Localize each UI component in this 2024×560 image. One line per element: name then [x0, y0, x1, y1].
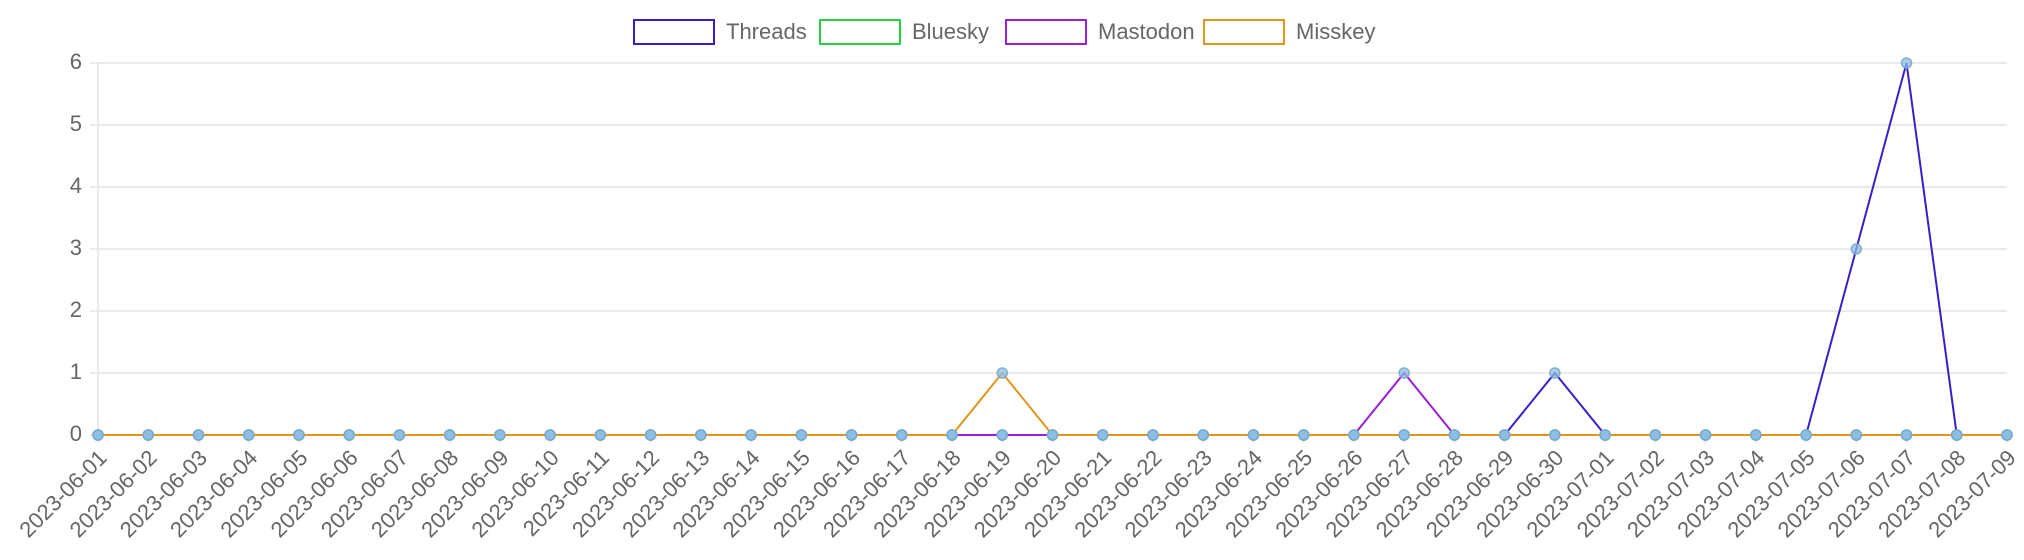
data-point	[1247, 429, 1260, 441]
data-point	[293, 429, 305, 441]
data-point	[1197, 429, 1209, 441]
data-point	[1498, 429, 1511, 441]
data-point	[594, 429, 607, 441]
data-point	[996, 367, 1009, 379]
data-point	[1398, 367, 1410, 379]
data-point	[1348, 429, 1360, 441]
y-tick-label: 2	[70, 297, 82, 322]
y-tick-label: 6	[70, 49, 82, 74]
data-point	[1599, 429, 1611, 441]
data-point	[795, 429, 808, 441]
data-point	[1297, 429, 1310, 441]
legend-swatch[interactable]	[1203, 19, 1285, 45]
data-point	[393, 429, 406, 441]
legend-label: Threads	[726, 19, 807, 44]
data-point	[845, 429, 858, 441]
data-point	[2001, 429, 2013, 441]
data-point	[695, 429, 707, 441]
data-point	[242, 429, 255, 441]
legend-swatch[interactable]	[1005, 19, 1087, 45]
data-point	[192, 429, 205, 441]
y-tick-label: 1	[70, 359, 82, 384]
data-point	[1549, 367, 1561, 379]
data-point	[1900, 57, 1913, 69]
data-point	[1549, 429, 1561, 441]
data-point	[1900, 429, 1913, 441]
y-tick-label: 3	[70, 235, 82, 260]
data-point	[745, 429, 757, 441]
data-point	[1147, 429, 1159, 441]
data-point	[946, 429, 958, 441]
data-point	[1649, 429, 1662, 441]
data-point	[92, 429, 104, 441]
legend-label: Misskey	[1296, 19, 1375, 44]
legend-label: Mastodon	[1098, 19, 1195, 44]
data-point	[544, 429, 556, 441]
data-point	[1850, 243, 1863, 255]
y-tick-label: 5	[70, 111, 82, 136]
data-point	[1096, 429, 1109, 441]
data-point	[1398, 429, 1410, 441]
legend-swatch[interactable]	[819, 19, 901, 45]
data-point	[996, 429, 1009, 441]
data-point	[142, 429, 154, 441]
data-point	[1951, 429, 1963, 441]
y-tick-label: 4	[70, 173, 82, 198]
y-tick-label: 0	[70, 421, 82, 446]
series-line	[98, 371, 2007, 436]
data-point	[443, 429, 456, 441]
legend-swatch[interactable]	[633, 19, 715, 45]
data-point	[1750, 429, 1762, 441]
data-point	[896, 429, 908, 441]
data-point	[1046, 429, 1059, 441]
legend-label: Bluesky	[912, 19, 989, 44]
data-point	[1800, 429, 1812, 441]
data-point	[343, 429, 355, 441]
data-point	[1850, 429, 1863, 441]
series-line	[98, 371, 2007, 436]
data-point	[494, 429, 506, 441]
data-point	[1448, 429, 1461, 441]
data-point	[1699, 429, 1712, 441]
data-point	[644, 429, 657, 441]
